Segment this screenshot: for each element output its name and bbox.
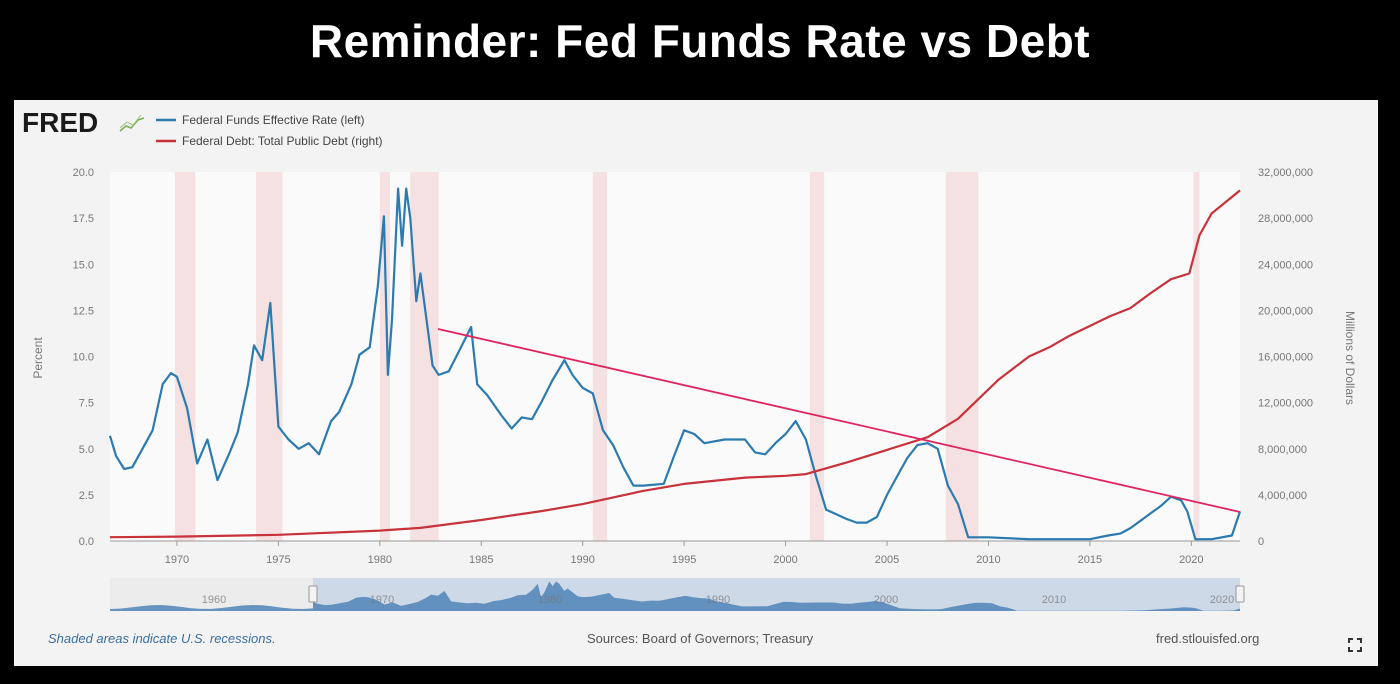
navigator-tick-label: 2010 <box>1042 594 1066 606</box>
y-right-tick-label: 16,000,000 <box>1258 352 1313 364</box>
y-left-tick-label: 7.5 <box>79 398 94 410</box>
navigator-right-handle[interactable] <box>1235 585 1245 603</box>
navigator-tick-label: 1970 <box>370 594 394 606</box>
x-tick-label: 2000 <box>773 554 797 566</box>
recessions-note-link[interactable]: Shaded areas indicate U.S. recessions. <box>48 631 276 646</box>
y-right-tick-label: 20,000,000 <box>1258 305 1313 317</box>
slide-title: Reminder: Fed Funds Rate vs Debt <box>309 15 1091 67</box>
x-ticks: 1970 1975 1980 1985 1990 1995 2000 2005 2010 2015… <box>165 541 1204 566</box>
recession-band <box>592 172 608 541</box>
x-tick-label: 2015 <box>1078 554 1102 566</box>
y-left-tick-label: 17.5 <box>73 213 94 225</box>
recession-band <box>945 172 979 541</box>
y-left-tick-label: 2.5 <box>79 490 94 502</box>
y-right-tick-label: 4,000,000 <box>1258 490 1307 502</box>
y-right-tick-label: 32,000,000 <box>1258 167 1313 179</box>
y-right-tick-label: 24,000,000 <box>1258 259 1313 271</box>
expand-icon[interactable] <box>1348 638 1362 652</box>
legend-rate-label[interactable]: Federal Funds Effective Rate (left) <box>182 113 365 127</box>
fred-chart-panel: FRED Federal Funds Effective Rate (left)… <box>14 100 1378 666</box>
y-left-tick-label: 0.0 <box>79 536 94 548</box>
y-left-tick-label: 15.0 <box>73 259 94 271</box>
navigator-left-handle[interactable] <box>308 585 318 603</box>
navigator-tick-label: 1980 <box>538 594 562 606</box>
x-tick-label: 1990 <box>570 554 594 566</box>
fred-url[interactable]: fred.stlouisfed.org <box>1156 631 1260 646</box>
plot-area <box>110 172 1240 541</box>
x-tick-label: 1985 <box>469 554 493 566</box>
navigator-tick-label: 1960 <box>202 594 226 606</box>
navigator-tick-label: 1990 <box>706 594 730 606</box>
recession-band <box>379 172 390 541</box>
x-tick-label: 2010 <box>976 554 1000 566</box>
y-right-tick-label: 0 <box>1258 536 1264 548</box>
recession-bands <box>174 172 1200 541</box>
y-right-tick-label: 28,000,000 <box>1258 213 1313 225</box>
recession-band <box>1193 172 1200 541</box>
recession-band <box>174 172 196 541</box>
y-left-tick-label: 10.0 <box>73 352 94 364</box>
series-line-fed-funds-rate <box>108 187 1242 541</box>
y-left-tick-label: 20.0 <box>73 167 94 179</box>
sources-text: Sources: Board of Governors; Treasury <box>587 631 814 646</box>
y-left-tick-label: 12.5 <box>73 305 94 317</box>
y-left-ticks: 0.0 2.5 5.0 7.5 10.0 12.5 15.0 17.5 20.0 <box>73 167 94 548</box>
series-line-federal-debt <box>109 189 1241 539</box>
x-tick-label: 1970 <box>165 554 189 566</box>
x-tick-label: 1975 <box>266 554 290 566</box>
series-lines <box>108 187 1242 541</box>
chart-canvas: FRED Federal Funds Effective Rate (left)… <box>22 107 1357 611</box>
x-tick-label: 2020 <box>1179 554 1203 566</box>
annotation-trend-line <box>437 328 1241 513</box>
y-left-tick-label: 5.0 <box>79 444 94 456</box>
fred-logo[interactable]: FRED <box>22 107 98 138</box>
legend-debt-label[interactable]: Federal Debt: Total Public Debt (right) <box>182 134 383 148</box>
x-tick-label: 2005 <box>875 554 899 566</box>
x-tick-label: 1980 <box>368 554 392 566</box>
y-right-tick-label: 8,000,000 <box>1258 444 1307 456</box>
navigator-tick-label: 2000 <box>874 594 898 606</box>
y-right-axis-title: Millions of Dollars <box>1343 311 1357 405</box>
recession-band <box>809 172 825 541</box>
y-left-axis-title: Percent <box>31 337 45 379</box>
fred-sparkline-icon <box>119 114 145 132</box>
y-right-tick-label: 12,000,000 <box>1258 398 1313 410</box>
navigator-ticks: 1960 1970 1980 1990 2000 2010 2020 <box>202 594 1234 606</box>
y-right-ticks: 0 4,000,000 8,000,000 12,000,000 16,000,000 2… <box>1258 167 1313 548</box>
navigator-minichart <box>110 581 1240 611</box>
x-tick-label: 1995 <box>672 554 696 566</box>
recession-band <box>410 172 439 541</box>
navigator-tick-label: 2020 <box>1210 594 1234 606</box>
